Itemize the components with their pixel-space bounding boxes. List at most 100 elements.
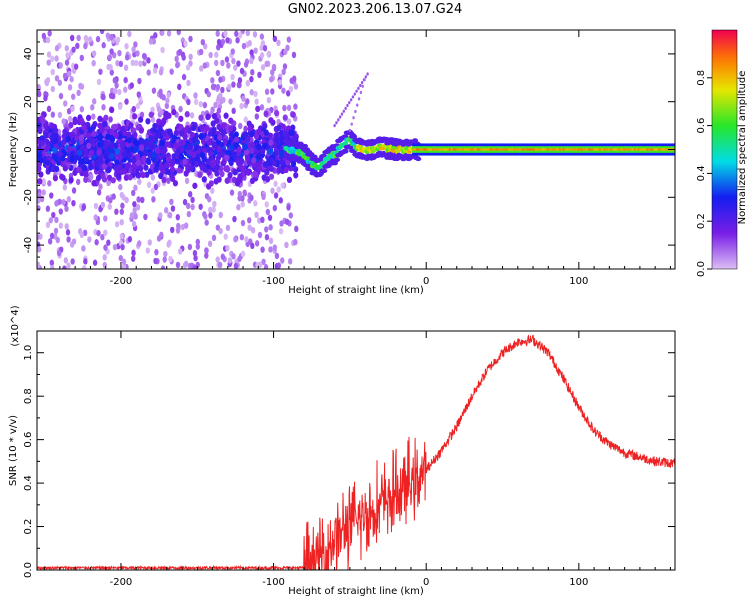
heatmap-cell: [164, 102, 170, 110]
heatmap-cell: [168, 255, 173, 263]
heatmap-cell: [51, 211, 56, 219]
heatmap-cell: [351, 134, 358, 139]
bottom-y-tick-label: 0.2: [23, 519, 34, 535]
heatmap-cell: [266, 50, 271, 58]
heatmap-cell: [166, 30, 172, 37]
heatmap-cell: [218, 227, 223, 235]
heatmap-cell: [276, 124, 282, 131]
heatmap-cell: [197, 171, 203, 178]
heatmap-cell: [156, 235, 162, 242]
heatmap-cell: [88, 149, 95, 157]
heatmap-cell: [214, 51, 219, 58]
heatmap-cell: [64, 45, 70, 52]
heatmap-cell: [181, 54, 186, 61]
heatmap-cell: [119, 233, 125, 240]
heatmap-cell: [176, 222, 181, 230]
heatmap-cell: [133, 212, 138, 220]
heatmap-cell: [254, 98, 259, 105]
heatmap-cell: [273, 192, 279, 199]
bottom-x-tick-label: 100: [569, 577, 588, 588]
heatmap-cell: [363, 78, 366, 82]
heatmap-cell: [47, 180, 52, 187]
heatmap-cell: [83, 258, 88, 265]
heatmap-cell: [82, 164, 88, 172]
heatmap-cell: [223, 233, 228, 240]
heatmap-cell: [199, 65, 204, 72]
heatmap-cell: [192, 265, 197, 269]
heatmap-cell: [220, 38, 226, 46]
heatmap-cell: [202, 101, 208, 109]
top-x-tick-label: -200: [110, 276, 133, 287]
heatmap-cell: [249, 194, 254, 202]
heatmap-cell: [241, 42, 247, 50]
top-y-axis-label: Frequency (Hz): [8, 112, 19, 188]
heatmap-cell: [357, 86, 360, 90]
heatmap-cell: [64, 205, 69, 212]
heatmap-cell: [231, 107, 236, 115]
heatmap-cell: [50, 68, 55, 76]
heatmap-cell: [46, 51, 52, 58]
heatmap-cell: [160, 119, 166, 126]
heatmap-cell: [224, 165, 230, 172]
heatmap-cell: [120, 243, 125, 251]
heatmap-cell: [244, 236, 249, 243]
heatmap-cell: [123, 76, 128, 84]
heatmap-cell: [112, 243, 118, 251]
heatmap-cell: [58, 92, 64, 100]
heatmap-cell: [268, 224, 273, 231]
top-y-tick-label: 0: [23, 146, 34, 152]
heatmap-cell: [224, 177, 230, 184]
heatmap-cell: [218, 92, 223, 99]
heatmap-cell: [57, 111, 63, 119]
heatmap-cell: [215, 30, 220, 37]
heatmap-cell: [41, 32, 47, 40]
heatmap-cell: [68, 176, 74, 184]
heatmap-cell: [273, 150, 279, 157]
heatmap-cell: [286, 36, 292, 43]
heatmap-cell: [227, 172, 233, 179]
heatmap-cell: [232, 215, 237, 223]
heatmap-cell: [185, 64, 191, 71]
heatmap-cell: [216, 146, 222, 153]
heatmap-cell: [134, 140, 140, 147]
heatmap-cell: [118, 60, 124, 68]
heatmap-cell: [113, 87, 118, 95]
heatmap-cell: [239, 102, 244, 110]
heatmap-cell: [260, 246, 265, 253]
heatmap-cell: [46, 59, 51, 66]
heatmap-cell: [286, 204, 291, 211]
heatmap-cell: [137, 77, 142, 85]
heatmap-cell: [138, 60, 143, 67]
heatmap-cell: [96, 189, 102, 196]
bottom-y-tick-label: 0.0: [23, 562, 34, 578]
heatmap-cell: [228, 144, 234, 151]
heatmap-cell: [188, 53, 193, 61]
heatmap-cell: [206, 91, 211, 98]
heatmap-cell: [50, 111, 56, 118]
heatmap-cell: [260, 148, 266, 155]
heatmap-cell: [231, 57, 236, 65]
heatmap-cell: [105, 133, 111, 140]
heatmap-cell: [229, 189, 235, 196]
heatmap-cell: [91, 130, 97, 138]
heatmap-cell: [143, 164, 149, 171]
heatmap-cell: [278, 228, 284, 235]
heatmap-cell: [79, 158, 85, 165]
heatmap-cell: [199, 124, 205, 131]
heatmap-cell: [212, 200, 217, 208]
heatmap-cell: [219, 151, 225, 158]
top-y-tick-label: -20: [23, 189, 34, 205]
heatmap-cell: [87, 36, 93, 43]
heatmap-cell: [171, 137, 177, 144]
heatmap-cell: [210, 83, 216, 91]
heatmap-cell: [118, 254, 123, 262]
colorbar: [711, 29, 738, 270]
heatmap-cell: [173, 142, 179, 150]
heatmap-cell: [364, 75, 367, 79]
heatmap-cell: [170, 205, 176, 212]
bottom-y-tick-label: 1.0: [23, 345, 34, 361]
heatmap-cell: [192, 182, 198, 189]
heatmap-cell: [127, 30, 132, 38]
heatmap-cell: [101, 104, 106, 111]
heatmap-cell: [255, 105, 261, 113]
